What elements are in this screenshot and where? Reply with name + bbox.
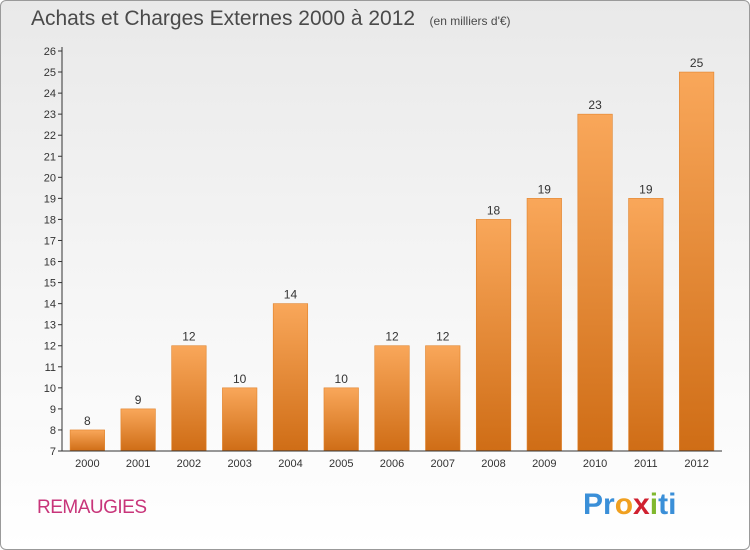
y-tick-label: 9: [50, 404, 56, 416]
logo-letter: r: [603, 488, 615, 521]
chart-subtitle: (en milliers d'€): [429, 14, 511, 28]
data-label: 23: [588, 98, 602, 112]
y-tick-label: 15: [44, 278, 56, 290]
logo-letter: x: [633, 488, 650, 521]
x-tick-label: 2005: [329, 458, 353, 470]
y-tick-label: 11: [45, 362, 56, 374]
y-tick-label: 19: [44, 193, 56, 205]
y-tick-label: 24: [44, 88, 56, 100]
data-label: 12: [385, 330, 399, 344]
y-tick-label: 12: [44, 341, 56, 353]
y-tick-label: 18: [44, 214, 56, 226]
y-tick-label: 25: [44, 67, 56, 79]
y-tick-label: 22: [44, 130, 56, 142]
data-label: 25: [690, 56, 704, 70]
data-label: 12: [182, 330, 196, 344]
logo-letter: t: [658, 488, 669, 521]
x-tick-label: 2003: [227, 458, 251, 470]
logo-letter: o: [614, 488, 634, 521]
data-label: 10: [335, 372, 349, 386]
x-tick-label: 2010: [583, 458, 607, 470]
bar: [526, 198, 562, 452]
y-tick-label: 13: [44, 320, 56, 332]
chart-title-block: Achats et Charges Externes 2000 à 2012 (…: [31, 7, 511, 31]
y-tick-label: 7: [50, 446, 56, 458]
logo-letter: i: [649, 488, 659, 521]
data-label: 18: [487, 203, 501, 217]
y-tick-label: 26: [44, 46, 56, 58]
x-tick-label: 2002: [177, 458, 201, 470]
axis-layer: 2000 2001 2002 2003 2004 2005 2006 2007 2008 2009…: [44, 46, 722, 470]
y-tick-label: 8: [50, 425, 56, 437]
logo-letter: i: [668, 488, 677, 521]
x-tick-label: 2009: [532, 458, 556, 470]
bar: [69, 429, 105, 452]
x-tick-label: 2004: [278, 458, 302, 470]
bar: [577, 113, 613, 452]
proxiti-logo: Proxiti: [583, 488, 676, 522]
data-label: 14: [284, 288, 298, 302]
x-tick-label: 2008: [481, 458, 505, 470]
bar: [323, 387, 359, 452]
data-label: 10: [233, 372, 247, 386]
bar: [374, 345, 410, 452]
y-tick-label: 16: [44, 257, 56, 269]
data-label: 8: [84, 414, 91, 428]
x-tick-label: 2000: [75, 458, 99, 470]
bar: [679, 71, 715, 452]
data-label: 19: [538, 182, 552, 196]
bar: [272, 303, 309, 452]
bar: [425, 345, 461, 452]
logo-letter: P: [583, 488, 604, 521]
bar: [120, 408, 156, 452]
bars-layer: 8 9 12 10 14 10 12 12 18 19 23 19 25: [69, 56, 715, 452]
y-tick-label: 21: [44, 151, 56, 163]
y-tick-label: 10: [44, 383, 56, 395]
y-tick-label: 20: [44, 172, 56, 184]
data-label: 9: [135, 393, 142, 407]
x-tick-label: 2001: [126, 458, 150, 470]
bar: [475, 219, 512, 452]
x-tick-label: 2007: [431, 458, 455, 470]
chart-title: Achats et Charges Externes 2000 à 2012: [31, 7, 416, 30]
y-tick-label: 14: [44, 299, 56, 311]
x-tick-label: 2012: [684, 458, 708, 470]
y-tick-label: 17: [44, 235, 56, 247]
data-label: 19: [639, 182, 653, 196]
y-tick-label: 23: [44, 109, 56, 121]
x-tick-label: 2011: [634, 458, 658, 470]
bar: [628, 198, 664, 452]
data-label: 12: [436, 330, 450, 344]
bar: [171, 345, 207, 452]
bar: [222, 387, 258, 452]
x-tick-label: 2006: [380, 458, 404, 470]
location-label: REMAUGIES: [37, 497, 147, 518]
